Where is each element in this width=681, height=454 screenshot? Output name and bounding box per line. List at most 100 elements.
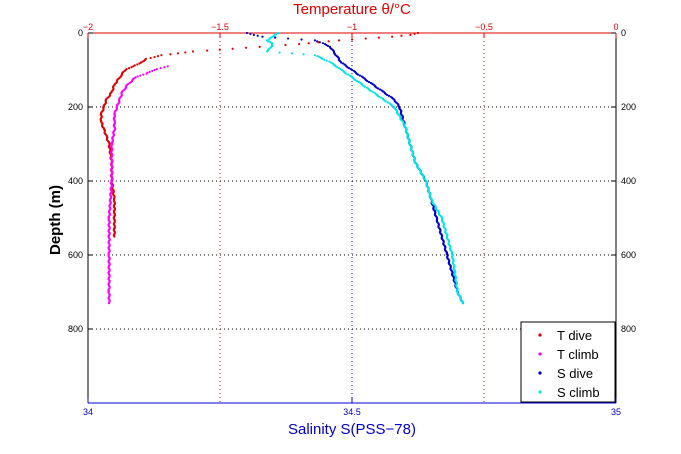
data-point — [367, 80, 371, 84]
data-point — [347, 67, 351, 70]
data-point — [345, 72, 348, 75]
data-point — [286, 37, 290, 40]
data-point — [372, 91, 375, 94]
data-point — [256, 34, 259, 37]
data-point — [266, 50, 269, 53]
top-axis-title: Temperature θ/°C — [293, 1, 411, 18]
data-point — [176, 52, 180, 55]
data-point — [316, 55, 319, 58]
data-point — [328, 60, 331, 63]
data-point — [155, 67, 158, 71]
y-tick-label-right: 800 — [621, 324, 636, 334]
data-point — [364, 37, 367, 40]
legend-marker — [538, 352, 542, 356]
data-point — [346, 73, 350, 76]
y-axis-title: Depth (m) — [47, 185, 64, 255]
data-point — [357, 73, 360, 76]
data-point — [284, 43, 287, 47]
data-point — [169, 53, 172, 56]
data-point — [376, 87, 380, 90]
top-tick-label: −1.5 — [211, 22, 229, 32]
data-point — [321, 42, 325, 45]
data-point — [271, 35, 274, 38]
data-point — [354, 79, 357, 82]
data-point — [160, 54, 163, 57]
data-point — [386, 93, 389, 97]
data-point — [244, 46, 248, 49]
y-tick-label-left: 800 — [68, 324, 83, 334]
y-tick-label-right: 600 — [621, 250, 636, 260]
data-point — [313, 54, 317, 57]
axes-layer — [87, 32, 617, 404]
data-point — [274, 36, 277, 39]
data-point — [316, 40, 319, 43]
legend-marker — [538, 333, 542, 337]
data-point — [358, 74, 362, 77]
data-point — [409, 33, 412, 36]
data-point — [139, 74, 142, 77]
data-point — [307, 42, 310, 45]
data-point — [245, 31, 249, 35]
data-point — [132, 65, 135, 68]
data-point — [130, 66, 133, 69]
legend-marker — [538, 371, 542, 375]
data-point — [326, 44, 330, 48]
legend-label: S dive — [557, 366, 593, 381]
y-tick-label-right: 200 — [621, 102, 636, 112]
top-tick-label: −2 — [83, 22, 93, 32]
data-point — [378, 88, 382, 91]
data-point — [336, 66, 339, 69]
data-point — [387, 94, 391, 97]
data-point — [318, 41, 321, 44]
data-point — [163, 66, 166, 69]
data-point — [400, 34, 403, 37]
data-point — [267, 38, 271, 41]
data-point — [298, 43, 301, 46]
data-point — [380, 96, 383, 99]
legend: T dive T climb S dive S climb — [520, 321, 616, 403]
data-point — [313, 39, 317, 42]
data-point — [377, 36, 380, 39]
data-point — [156, 55, 160, 58]
data-point — [386, 101, 389, 104]
data-point — [249, 32, 252, 36]
data-point — [278, 51, 281, 54]
data-point — [321, 57, 324, 61]
legend-marker — [538, 390, 542, 394]
data-point — [148, 70, 151, 73]
data-point — [136, 63, 139, 66]
data-point — [142, 73, 145, 76]
data-point — [356, 80, 359, 83]
data-point — [153, 68, 156, 72]
data-point — [337, 67, 341, 70]
series-s-dive — [245, 31, 465, 305]
data-point — [340, 61, 343, 64]
data-point — [302, 53, 305, 56]
y-tick-label-left: 400 — [68, 176, 83, 186]
data-point — [384, 100, 387, 103]
data-point — [267, 40, 270, 43]
data-point — [378, 95, 381, 98]
data-point — [413, 32, 416, 36]
data-point — [151, 69, 154, 73]
data-point — [346, 66, 349, 69]
data-point — [166, 65, 169, 68]
data-point — [277, 31, 280, 35]
data-point — [231, 47, 234, 50]
data-point — [269, 41, 272, 44]
y-tick-label-right: 400 — [621, 176, 636, 186]
series-t-climb — [107, 65, 169, 305]
data-point — [362, 84, 365, 87]
data-point — [258, 45, 261, 48]
grid-layer — [88, 33, 616, 403]
data-point — [391, 35, 394, 38]
data-point — [351, 38, 354, 41]
data-point — [113, 235, 116, 238]
data-point — [218, 48, 221, 51]
data-point — [261, 35, 264, 38]
data-point — [461, 302, 464, 305]
top-tick-label: −1 — [347, 22, 357, 32]
bottom-tick-label: 34 — [83, 407, 93, 417]
